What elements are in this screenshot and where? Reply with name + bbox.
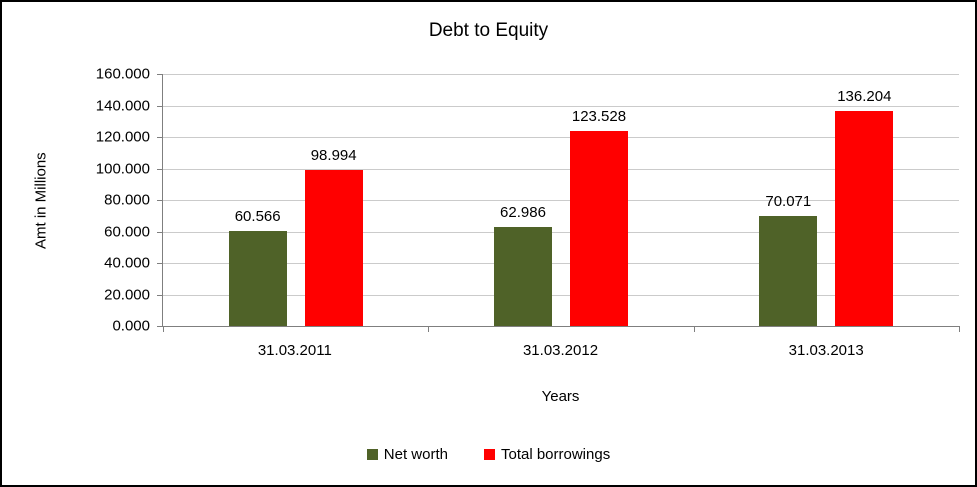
y-tick-label: 20.000 [104, 286, 150, 303]
y-tick-label: 0.000 [112, 317, 150, 335]
gridline [163, 200, 959, 201]
y-tick-mark [157, 294, 163, 296]
bar-group: 70.071 136.204 [694, 74, 959, 326]
gridline [163, 231, 959, 233]
y-tick-mark [157, 263, 163, 264]
bar-total-borrowings: 98.994 [304, 147, 363, 326]
y-tick-mark [157, 200, 163, 201]
y-tick-label: 80.000 [104, 191, 150, 209]
x-axis-title: Years [541, 388, 580, 405]
legend-swatch-icon [366, 449, 378, 460]
bar-data-label: 60.566 [234, 207, 281, 225]
y-tick-mark [157, 231, 163, 233]
legend-item: Total borrowings [483, 446, 611, 463]
bar-group: 62.986 123.528 [428, 74, 693, 326]
x-tick-mark [959, 326, 960, 332]
x-tick-mark [428, 326, 430, 332]
x-tick-mark [693, 326, 695, 332]
gridline [163, 294, 959, 296]
y-tick-mark [157, 74, 163, 75]
y-tick-label: 140.000 [95, 97, 150, 114]
bar-net-worth: 62.986 [493, 204, 552, 326]
bar-data-label: 70.071 [765, 192, 812, 210]
gridline [163, 168, 959, 170]
y-tick-label: 100.000 [95, 160, 150, 177]
x-category-label: 31.03.2011 [257, 342, 332, 359]
y-tick-label: 60.000 [104, 223, 150, 240]
gridline [163, 263, 959, 264]
plot-area: 0.000 20.000 40.000 60.000 80.000 100.000 120.… [96, 66, 960, 335]
bar-data-label: 123.528 [571, 108, 627, 126]
legend-swatch-icon [483, 449, 495, 460]
bar-data-label: 62.986 [500, 203, 546, 221]
y-tick-mark [157, 168, 163, 170]
legend-label: Net worth [383, 446, 448, 463]
bar-net-worth: 70.071 [759, 193, 818, 326]
bar-data-label: 136.204 [837, 88, 892, 106]
y-tick-mark [157, 137, 163, 138]
legend-label: Total borrowings [500, 446, 611, 463]
legend: Net worth Total borrowings [2, 446, 975, 463]
y-tick-mark [157, 105, 163, 107]
gridline [163, 105, 959, 107]
legend-item: Net worth [366, 446, 448, 463]
x-axis-category-labels: 31.03.2011 31.03.2012 31.03.2013 [162, 342, 959, 359]
gridline [163, 137, 959, 138]
bar-group: 60.566 98.994 [163, 74, 428, 326]
x-category-label: 31.03.2013 [788, 342, 864, 359]
bar-net-worth: 60.566 [228, 208, 287, 326]
bar-data-label: 98.994 [310, 147, 357, 165]
y-tick-label: 40.000 [104, 254, 150, 272]
y-axis-title: Amt in Millions [32, 152, 50, 249]
x-tick-mark [163, 326, 164, 332]
bar-groups: 60.566 98.994 62.986 123.528 70.071 136.204 [163, 74, 959, 326]
y-tick-label: 160.000 [95, 65, 150, 83]
bar-total-borrowings: 123.528 [569, 108, 628, 326]
x-category-label: 31.03.2012 [522, 342, 599, 359]
bar-total-borrowings: 136.204 [835, 88, 894, 326]
chart-title: Debt to Equity [428, 20, 549, 41]
y-tick-label: 120.000 [95, 128, 150, 146]
gridline [163, 74, 959, 75]
y-tick-mark [157, 326, 163, 327]
